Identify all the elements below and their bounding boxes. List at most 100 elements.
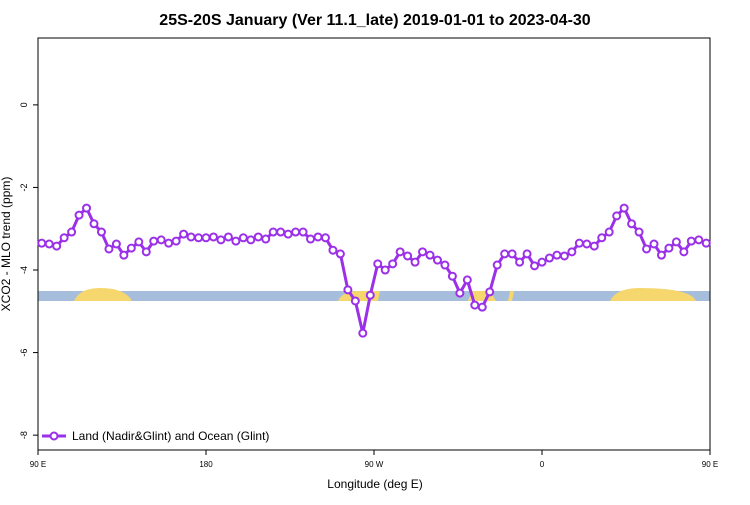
data-point (447, 271, 457, 281)
series-line (41, 205, 707, 334)
y-tick-label: -6 (19, 349, 29, 357)
data-point (74, 210, 84, 220)
data-point (119, 250, 129, 260)
data-point (649, 239, 659, 249)
y-tick-label: 0 (19, 102, 29, 107)
data-point (216, 235, 226, 245)
data-point (201, 233, 211, 243)
data-point (171, 236, 181, 246)
data-point (343, 285, 353, 295)
data-point (432, 255, 442, 265)
data-point (403, 251, 413, 261)
data-point (291, 227, 301, 237)
data-point (507, 249, 517, 259)
data-point (89, 219, 99, 229)
data-point (208, 232, 218, 242)
x-tick-label: 90 E (702, 460, 718, 469)
data-point (59, 233, 69, 243)
data-point (612, 211, 622, 221)
data-point (82, 203, 92, 213)
data-point (238, 233, 248, 243)
data-point (515, 257, 525, 267)
data-point (231, 236, 241, 246)
x-tick-label: 0 (540, 460, 545, 469)
data-point (253, 232, 263, 242)
data-point (141, 247, 151, 257)
data-point (694, 235, 704, 245)
data-point (679, 247, 689, 257)
data-point (671, 237, 681, 247)
data-point (701, 238, 711, 248)
data-point (335, 249, 345, 259)
data-point (365, 290, 375, 300)
legend-label: Land (Nadir&Glint) and Ocean (Glint) (72, 429, 269, 443)
data-point (395, 247, 405, 257)
data-point (104, 244, 114, 254)
data-point (470, 300, 480, 310)
data-point (462, 275, 472, 285)
data-point (410, 257, 420, 267)
x-tick-label: 90 E (30, 460, 46, 469)
x-tick-label: 180 (199, 460, 213, 469)
x-axis-label: Longitude (deg E) (327, 477, 422, 491)
data-point (619, 203, 629, 213)
data-point (455, 288, 465, 298)
data-point (164, 238, 174, 248)
data-point (537, 257, 547, 267)
data-point (156, 235, 166, 245)
x-tick-label: 90 W (365, 460, 384, 469)
data-point (298, 227, 308, 237)
data-point (627, 219, 637, 229)
y-axis-label: XCO2 - MLO trend (ppm) (0, 177, 13, 312)
data-point (530, 261, 540, 271)
data-point (126, 243, 136, 253)
data-point (380, 265, 390, 275)
data-point (52, 241, 62, 251)
data-point (373, 259, 383, 269)
data-point (418, 247, 428, 257)
data-point (223, 232, 233, 242)
data-point (194, 233, 204, 243)
data-point (477, 302, 487, 312)
data-point (37, 238, 47, 248)
data-point (350, 296, 360, 306)
data-point (522, 249, 532, 259)
data-point (544, 253, 554, 263)
data-point (44, 239, 54, 249)
data-point (500, 249, 510, 259)
data-point (179, 229, 189, 239)
data-point (574, 238, 584, 248)
data-point (246, 235, 256, 245)
data-point (642, 244, 652, 254)
data-point (313, 232, 323, 242)
data-point (425, 250, 435, 260)
data-point (492, 260, 502, 270)
data-point (320, 233, 330, 243)
data-point (656, 250, 666, 260)
data-point (567, 247, 577, 257)
data-point (111, 239, 121, 249)
y-tick-label: -2 (19, 183, 29, 191)
data-point (306, 234, 316, 244)
data-point (261, 234, 271, 244)
legend-marker (49, 431, 59, 441)
data-point (582, 239, 592, 249)
data-point (268, 227, 278, 237)
data-point (358, 328, 368, 338)
data-point (134, 237, 144, 247)
data-point (559, 251, 569, 261)
data-point (186, 232, 196, 242)
data-point (634, 227, 644, 237)
data-point (440, 260, 450, 270)
data-point (686, 236, 696, 246)
data-point (589, 241, 599, 251)
data-point (664, 243, 674, 253)
data-point (604, 227, 614, 237)
y-tick-label: -8 (19, 431, 29, 439)
data-point (149, 236, 159, 246)
data-point (96, 227, 106, 237)
chart-title: 25S-20S January (Ver 11.1_late) 2019-01-… (159, 12, 590, 29)
data-point (388, 259, 398, 269)
data-point (276, 227, 286, 237)
